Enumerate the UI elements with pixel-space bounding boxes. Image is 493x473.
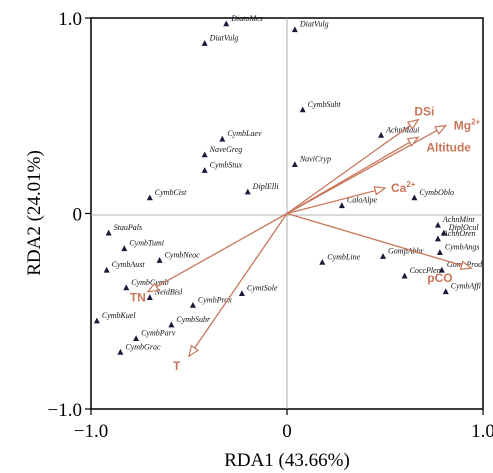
species-label: DiatVulg [299, 20, 329, 29]
species-point [201, 167, 208, 173]
species-point [117, 348, 124, 355]
y-tick-label: 0 [73, 205, 83, 226]
species-label: CymbOblo [419, 188, 454, 197]
species-label: CymbKuel [102, 311, 137, 320]
env-vector-arrowhead [459, 260, 473, 270]
species-point [238, 290, 245, 297]
species-point [291, 26, 298, 33]
env-vector-arrowhead [406, 118, 420, 130]
species-point [121, 245, 128, 252]
species-point [438, 266, 445, 273]
species-label: AchnOren [442, 229, 476, 238]
species-label: CymbLaev [227, 129, 262, 138]
species-point [156, 257, 163, 263]
species-point [123, 284, 130, 291]
species-label: CymbLine [327, 252, 360, 261]
species-label: CymbSubr [176, 315, 211, 324]
species-label: CoccPlen [410, 266, 441, 275]
species-point [291, 161, 298, 168]
env-vector-line [286, 212, 472, 269]
species-point [378, 131, 385, 138]
species-point [440, 229, 447, 236]
x-axis-title: RDA1 (43.66%) [224, 450, 350, 471]
env-vector-arrowhead [434, 124, 448, 135]
species-point [380, 253, 387, 259]
env-vector-line [286, 136, 419, 215]
species-label: CymbProx [198, 295, 232, 304]
species-point [223, 20, 230, 27]
species-point [244, 188, 251, 195]
x-tick-label: −1.0 [74, 421, 108, 442]
env-vector-line [286, 119, 419, 215]
species-label: GompAbbr [388, 247, 424, 256]
species-point [338, 202, 345, 209]
species-label: DiatoMes [230, 14, 263, 23]
species-point [201, 151, 208, 158]
species-label: CymbTumi [129, 239, 164, 248]
env-vector-line [286, 187, 386, 215]
species-label: AchnMaui [385, 125, 419, 134]
species-point [189, 301, 196, 308]
species-label: CymbAngs [445, 243, 480, 252]
env-vector-label: DSi [414, 105, 434, 119]
env-vector-label: Mg2+ [454, 118, 481, 133]
env-vector-arrowhead [188, 344, 200, 358]
species-label: CymbGrac [125, 342, 161, 351]
species-label: CymbSubt [308, 100, 342, 109]
y-tick-label: −1.0 [48, 400, 82, 421]
env-vector-label: pCO [427, 271, 452, 285]
env-vector-line [188, 213, 288, 357]
species-label: CaloAlpe [347, 196, 378, 205]
species-point [201, 40, 208, 46]
species-label: NeidBisl [154, 288, 183, 297]
species-point [146, 194, 153, 201]
env-vector-label: T [173, 359, 181, 373]
axis-ticks: −1.0 0 1.0 1.0 0 −1.0 [48, 9, 493, 442]
species-label: DiplElli [252, 182, 279, 191]
environmental-vectors: DSi Mg2+ Altitude Ca2+ pCO TN T [130, 105, 481, 374]
species-label: CymbAust [112, 260, 146, 269]
species-point [299, 106, 306, 113]
env-vector-line [147, 212, 288, 293]
x-tick-label: 1.0 [471, 421, 493, 442]
species-label: NaveGreg [209, 145, 243, 154]
species-label: DiplOcul [448, 223, 480, 232]
env-vector-arrowhead [406, 136, 420, 147]
species-label: CymbCist [155, 188, 187, 197]
species-label: StauPals [114, 223, 142, 232]
species-point [105, 229, 112, 236]
species-point [434, 235, 441, 242]
species-point [436, 249, 443, 255]
env-vector-label: Ca2+ [391, 180, 416, 195]
species-label: CymtSole [247, 284, 278, 293]
species-label: CymbNeoc [165, 250, 201, 259]
species-point [146, 294, 153, 300]
species-point [434, 221, 441, 228]
species-point [168, 321, 175, 328]
species-label: NaviCryp [299, 155, 331, 164]
env-vector-label: TN [130, 291, 146, 305]
species-label: DiatVulg [209, 33, 239, 42]
species-point [411, 194, 418, 201]
species-point [319, 258, 326, 265]
y-axis-title: RDA2 (24.01%) [24, 150, 45, 276]
x-tick-label: 0 [282, 421, 292, 442]
env-vector-label: Altitude [426, 140, 471, 154]
env-vector-arrowhead [146, 282, 160, 293]
species-point [401, 272, 408, 279]
species-label: CymbParv [141, 329, 176, 338]
species-point [133, 335, 140, 342]
species-point [103, 266, 110, 273]
y-tick-label: 1.0 [58, 9, 82, 30]
species-label: AchnMint [442, 215, 475, 224]
env-vector-arrowhead [373, 186, 387, 196]
species-label: CymbCymb [131, 278, 168, 287]
species-label: CymbAffi [451, 282, 481, 291]
species-points: DiatoMes DiatVulg DiatVulg CymbSubt AchnMaui… [93, 14, 483, 355]
species-point [219, 135, 226, 142]
species-label: CymbStux [210, 160, 243, 169]
species-point [93, 317, 100, 324]
species-point [442, 288, 449, 295]
